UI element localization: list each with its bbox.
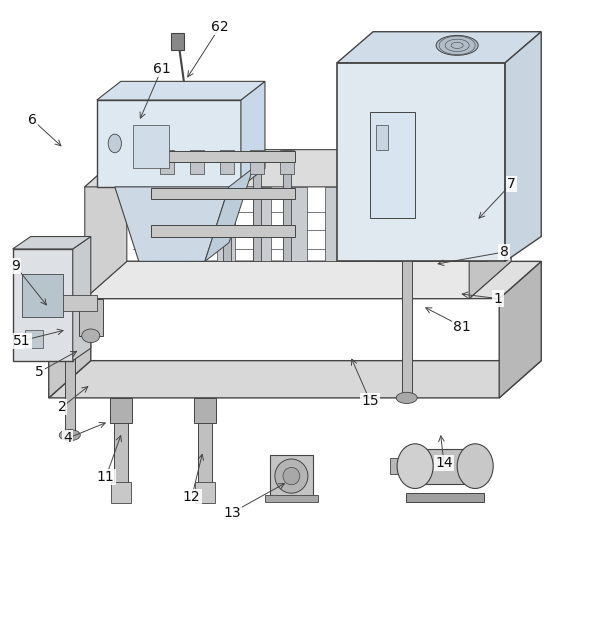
Bar <box>65 299 75 435</box>
Bar <box>397 187 415 261</box>
Polygon shape <box>49 261 541 299</box>
Text: 2: 2 <box>58 400 66 414</box>
Bar <box>325 187 343 261</box>
Polygon shape <box>97 81 265 100</box>
Polygon shape <box>205 169 253 261</box>
Bar <box>361 187 379 261</box>
Polygon shape <box>85 150 127 299</box>
Bar <box>217 187 235 261</box>
Bar <box>469 187 487 261</box>
Bar <box>160 150 174 174</box>
Bar <box>223 150 231 261</box>
Bar <box>370 113 415 218</box>
Bar <box>253 187 271 261</box>
Bar <box>402 236 412 398</box>
Bar <box>110 398 132 423</box>
Bar <box>163 150 171 261</box>
Bar <box>194 398 216 423</box>
Ellipse shape <box>275 459 308 493</box>
Bar <box>151 225 295 236</box>
Bar <box>283 150 291 261</box>
Bar <box>79 299 103 336</box>
Text: 15: 15 <box>361 394 379 408</box>
Text: 5: 5 <box>36 365 44 379</box>
Bar <box>151 188 295 199</box>
Bar <box>390 458 417 473</box>
Text: 9: 9 <box>11 259 20 273</box>
Bar <box>61 295 97 311</box>
Bar <box>190 150 204 174</box>
Bar <box>193 150 201 261</box>
Text: 61: 61 <box>153 62 170 76</box>
Polygon shape <box>499 261 541 398</box>
Text: 8: 8 <box>500 245 509 259</box>
Polygon shape <box>49 261 91 398</box>
Bar <box>111 481 131 503</box>
Polygon shape <box>73 236 91 361</box>
Bar <box>270 455 313 497</box>
Text: 13: 13 <box>223 506 241 520</box>
Bar <box>253 150 261 261</box>
Text: 12: 12 <box>183 490 200 504</box>
Bar <box>197 411 212 485</box>
Polygon shape <box>49 361 541 398</box>
Bar <box>265 494 318 502</box>
Ellipse shape <box>283 467 300 485</box>
Ellipse shape <box>457 444 493 488</box>
Bar <box>181 187 199 261</box>
Polygon shape <box>415 449 475 483</box>
Bar <box>25 330 43 348</box>
Text: 1: 1 <box>494 292 503 305</box>
Ellipse shape <box>397 444 433 488</box>
Text: 62: 62 <box>211 20 229 34</box>
Polygon shape <box>337 63 505 261</box>
Polygon shape <box>85 150 511 187</box>
Bar <box>376 125 388 150</box>
Bar <box>406 493 484 502</box>
Bar <box>250 150 264 174</box>
Text: 4: 4 <box>64 431 72 445</box>
Polygon shape <box>337 32 541 63</box>
Polygon shape <box>85 261 511 299</box>
Bar <box>151 151 295 162</box>
Ellipse shape <box>82 329 100 343</box>
Bar <box>194 481 215 503</box>
Bar <box>133 125 169 169</box>
Ellipse shape <box>396 392 417 404</box>
Polygon shape <box>13 236 91 249</box>
Polygon shape <box>469 150 511 299</box>
Ellipse shape <box>59 430 80 441</box>
Ellipse shape <box>59 293 80 304</box>
Text: 51: 51 <box>13 334 31 348</box>
Text: 6: 6 <box>28 113 37 127</box>
Ellipse shape <box>108 134 122 153</box>
Text: 7: 7 <box>507 177 515 191</box>
Polygon shape <box>97 100 241 187</box>
Text: 11: 11 <box>97 470 114 485</box>
Bar <box>289 187 307 261</box>
Ellipse shape <box>436 35 478 55</box>
Bar <box>433 187 451 261</box>
Polygon shape <box>241 81 265 187</box>
Bar <box>280 150 294 174</box>
Polygon shape <box>13 249 73 361</box>
Bar <box>114 411 128 485</box>
Bar <box>171 33 184 50</box>
Bar <box>220 150 234 174</box>
Text: 14: 14 <box>435 456 453 470</box>
Text: 81: 81 <box>453 320 471 333</box>
Polygon shape <box>115 187 229 261</box>
Bar <box>22 274 63 317</box>
Polygon shape <box>505 32 541 261</box>
Bar <box>145 187 163 261</box>
